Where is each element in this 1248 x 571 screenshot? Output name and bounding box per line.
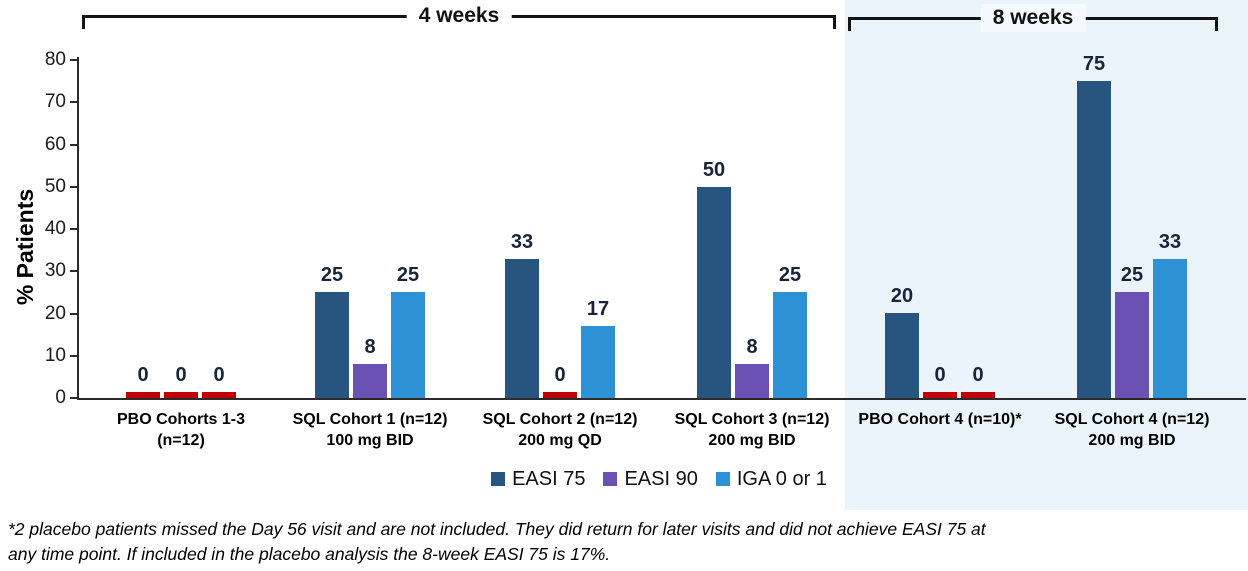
- bar: [353, 364, 387, 398]
- bar: [735, 364, 769, 398]
- bar-value-label: 20: [890, 285, 914, 307]
- y-axis-tick-label: 40: [44, 218, 66, 239]
- x-axis-category-line: SQL Cohort 4 (n=12): [1054, 411, 1210, 428]
- four-weeks-bracket: 4 weeks: [82, 2, 836, 30]
- y-axis-tick: [70, 313, 78, 315]
- bar: [697, 187, 731, 398]
- bar-value-label: 25: [320, 264, 344, 286]
- x-axis-category-label: PBO Cohort 4 (n=10)*: [828, 409, 1052, 430]
- y-axis-tick: [70, 397, 78, 399]
- bar-value-label: 33: [1158, 231, 1182, 253]
- zero-marker: [164, 392, 198, 398]
- bar-value-label: 17: [586, 298, 610, 320]
- bar-value-label: 25: [396, 264, 420, 286]
- bar-value-label: 0: [213, 364, 225, 386]
- bar-value-label: 50: [702, 159, 726, 181]
- zero-marker: [202, 392, 236, 398]
- y-axis-tick-label: 0: [55, 387, 66, 408]
- zero-marker: [923, 392, 957, 398]
- bar-value-label: 33: [510, 231, 534, 253]
- x-axis-category-line: SQL Cohort 1 (n=12): [292, 411, 448, 428]
- bracket-end-tick: [82, 15, 85, 29]
- bar-value-label: 25: [1120, 264, 1144, 286]
- y-axis-tick-label: 70: [44, 91, 66, 112]
- bar: [581, 326, 615, 398]
- y-axis-tick-label: 50: [44, 176, 66, 197]
- legend-item-iga: IGA 0 or 1: [715, 467, 827, 491]
- bar: [885, 313, 919, 398]
- zero-marker: [961, 392, 995, 398]
- y-axis-tick: [70, 59, 78, 61]
- bar-value-label: 0: [175, 364, 187, 386]
- bar: [773, 292, 807, 398]
- y-axis-tick: [70, 228, 78, 230]
- y-axis-tick: [70, 144, 78, 146]
- y-axis-tick-label: 80: [44, 49, 66, 70]
- x-axis-category-line: PBO Cohort 4 (n=10)*: [858, 411, 1022, 428]
- bar: [391, 292, 425, 398]
- legend-label: EASI 90: [624, 467, 698, 490]
- bracket-end-tick: [1215, 17, 1218, 31]
- bar: [1077, 81, 1111, 398]
- easi75-swatch-icon: [491, 472, 506, 486]
- y-axis-tick: [70, 186, 78, 188]
- x-axis-category-line: SQL Cohort 3 (n=12): [674, 411, 830, 428]
- x-axis-category-line: (n=12): [157, 432, 205, 449]
- y-axis-tick: [70, 270, 78, 272]
- y-axis-tick-label: 60: [44, 134, 66, 155]
- eight-weeks-label: 8 weeks: [980, 4, 1086, 32]
- bracket-end-tick: [848, 17, 851, 31]
- zero-marker: [543, 392, 577, 398]
- bar: [505, 259, 539, 398]
- x-axis-category-line: 200 mg BID: [708, 432, 796, 449]
- eight-weeks-panel: [845, 0, 1248, 510]
- bar-value-label: 0: [137, 364, 149, 386]
- legend: EASI 75 EASI 90 IGA 0 or 1: [0, 466, 1248, 492]
- legend-item-easi75: EASI 75: [491, 468, 585, 491]
- bar: [315, 292, 349, 398]
- easi90-swatch-icon: [603, 472, 618, 486]
- bar-value-label: 8: [746, 336, 758, 358]
- bar-value-label: 0: [934, 364, 946, 386]
- footnote-line: *2 placebo patients missed the Day 56 vi…: [8, 519, 986, 539]
- x-axis-category-line: PBO Cohorts 1-3: [116, 411, 245, 428]
- zero-marker: [126, 392, 160, 398]
- four-weeks-label: 4 weeks: [406, 2, 512, 30]
- bar-value-label: 25: [778, 264, 802, 286]
- y-axis-tick-label: 30: [44, 260, 66, 281]
- footnote: *2 placebo patients missed the Day 56 vi…: [8, 517, 986, 567]
- x-axis-category-label: SQL Cohort 4 (n=12) 200 mg BID: [1020, 409, 1244, 451]
- y-axis-tick-label: 20: [44, 303, 66, 324]
- bar-value-label: 0: [972, 364, 984, 386]
- legend-label: EASI 75: [512, 467, 586, 490]
- bar: [1115, 292, 1149, 398]
- y-axis-tick-label: 10: [44, 345, 66, 366]
- x-axis-category-label: SQL Cohort 1 (n=12) 100 mg BID: [258, 409, 482, 451]
- y-axis-line: [77, 57, 79, 400]
- bar-value-label: 0: [554, 364, 566, 386]
- x-axis-category-line: 100 mg BID: [326, 432, 414, 449]
- x-axis-category-line: 200 mg BID: [1088, 432, 1176, 449]
- bar-value-label: 8: [364, 336, 376, 358]
- y-axis-tick: [70, 101, 78, 103]
- eight-weeks-bracket: 8 weeks: [848, 4, 1218, 32]
- legend-item-easi90: EASI 90: [603, 467, 698, 491]
- legend-label: IGA 0 or 1: [736, 467, 827, 490]
- iga-swatch-icon: [715, 472, 730, 486]
- bar: [1153, 259, 1187, 398]
- x-axis-category-line: SQL Cohort 2 (n=12): [482, 411, 638, 428]
- x-axis-category-label: SQL Cohort 2 (n=12) 200 mg QD: [448, 409, 672, 451]
- bar-value-label: 75: [1082, 53, 1106, 75]
- x-axis-category-label: SQL Cohort 3 (n=12) 200 mg BID: [640, 409, 864, 451]
- footnote-line: any time point. If included in the place…: [8, 544, 611, 564]
- x-axis-category-label: PBO Cohorts 1-3 (n=12): [69, 409, 293, 451]
- bracket-end-tick: [833, 15, 836, 29]
- x-axis-category-line: 200 mg QD: [518, 432, 602, 449]
- y-axis-tick: [70, 355, 78, 357]
- x-axis-line: [77, 398, 1246, 400]
